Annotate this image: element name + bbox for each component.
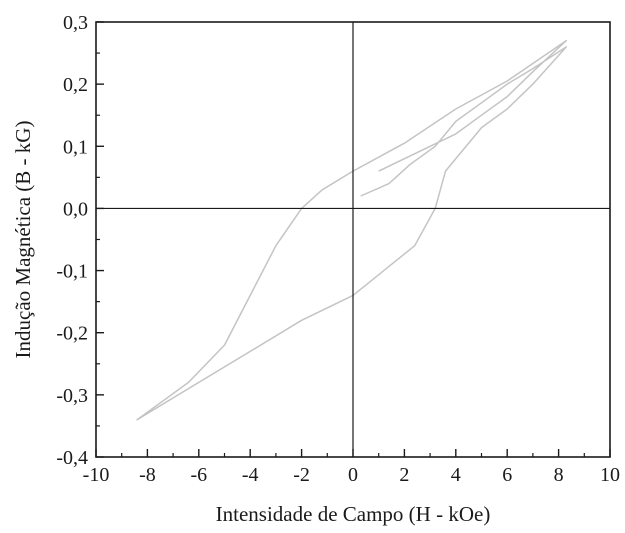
x-tick-label: -10 (83, 464, 110, 486)
y-tick-label: -0,1 (56, 261, 88, 283)
axes: -10 -8 -6 -4 -2 0 2 4 6 8 10 -0,4 -0,3 -0,2 -0,1 0,0 0,1… (56, 12, 620, 486)
x-tick-label: 6 (502, 464, 512, 486)
series-line-1 (136, 39, 568, 421)
x-tick-label: 4 (451, 464, 461, 486)
x-tick-label: 10 (600, 464, 620, 486)
x-tick-label: 8 (554, 464, 564, 486)
x-tick-label: 0 (348, 464, 358, 486)
y-tick-label: 0,2 (63, 74, 88, 96)
y-tick-label: 0,0 (63, 198, 88, 220)
x-tick-label: -4 (242, 464, 259, 486)
x-tick-label: -6 (190, 464, 207, 486)
y-tick-label: -0,4 (56, 447, 88, 469)
x-tick-label: 2 (399, 464, 409, 486)
x-tick-label: -8 (139, 464, 156, 486)
x-axis-title: Intensidade de Campo (H - kOe) (216, 502, 491, 526)
x-tick-label: -2 (293, 464, 310, 486)
y-tick-label: -0,3 (56, 385, 88, 407)
y-tick-label: 0,3 (63, 12, 88, 34)
y-axis-title: Indução Magnética (B - kG) (11, 121, 35, 359)
plot-area (136, 39, 568, 421)
y-tick-label: -0,2 (56, 323, 88, 345)
y-tick-label: 0,1 (63, 136, 88, 158)
